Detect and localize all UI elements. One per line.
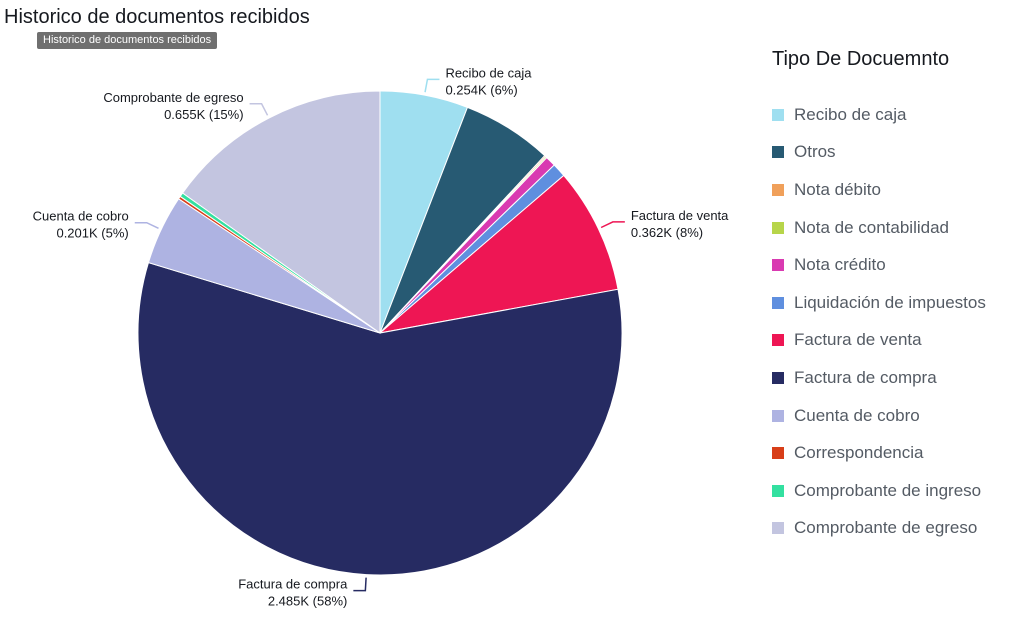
legend-label: Factura de compra (794, 367, 937, 387)
slice-label: Cuenta de cobro (33, 209, 129, 224)
legend-label: Comprobante de egreso (794, 518, 978, 538)
slice-value-label: 0.254K (6%) (445, 82, 517, 97)
legend-swatch (772, 221, 784, 234)
pie-chart: Recibo de caja 0.254K (6%) Factura de vent… (33, 65, 730, 609)
leader-line (249, 103, 269, 116)
legend-swatch (772, 371, 784, 384)
legend-swatch (772, 409, 784, 422)
leader-line (600, 221, 625, 229)
legend-label: Nota débito (794, 179, 881, 199)
legend-item-liquidaci-n-de-impuestos[interactable]: Liquidación de impuestos (772, 284, 1012, 322)
slice-label: Factura de venta (631, 208, 729, 223)
slice-value-label: 2.485K (58%) (268, 594, 348, 609)
pie-slice-factura-de-compra[interactable] (137, 261, 623, 576)
legend-item-recibo-de-caja[interactable]: Recibo de caja (772, 96, 1012, 134)
legend-label: Otros (794, 142, 836, 162)
legend-title: Tipo De Docuemnto (772, 48, 950, 70)
legend-item-correspondencia[interactable]: Correspondencia (772, 434, 1012, 472)
slice-value-label: 0.201K (5%) (56, 226, 128, 241)
legend-item-otros[interactable]: Otros (772, 134, 1012, 172)
legend-item-factura-de-compra[interactable]: Factura de compra (772, 359, 1012, 397)
legend-label: Cuenta de cobro (794, 405, 920, 425)
legend-label: Comprobante de ingreso (794, 480, 982, 500)
slice-label: Recibo de caja (445, 65, 532, 80)
legend-swatch (772, 183, 784, 196)
legend-item-factura-de-venta[interactable]: Factura de venta (772, 322, 1012, 360)
slice-label: Comprobante de egreso (103, 90, 243, 105)
legend: Tipo De Docuemnto Recibo de caja Otros Not… (772, 48, 1012, 547)
legend-swatch (772, 522, 784, 535)
legend-swatch (772, 447, 784, 460)
legend-item-comprobante-de-ingreso[interactable]: Comprobante de ingreso (772, 472, 1012, 510)
legend-swatch (772, 146, 784, 159)
legend-item-nota-cr-dito[interactable]: Nota crédito (772, 246, 1012, 284)
legend-swatch (772, 296, 784, 309)
legend-item-cuenta-de-cobro[interactable]: Cuenta de cobro (772, 397, 1012, 435)
legend-item-comprobante-de-egreso[interactable]: Comprobante de egreso (772, 510, 1012, 548)
legend-swatch (772, 334, 784, 347)
legend-swatch (772, 108, 784, 121)
legend-label: Nota de contabilidad (794, 217, 950, 237)
legend-item-nota-de-contabilidad[interactable]: Nota de contabilidad (772, 209, 1012, 247)
slice-value-label: 0.655K (15%) (164, 107, 244, 122)
leader-line (353, 577, 367, 592)
leader-line (134, 221, 159, 229)
legend-label: Nota crédito (794, 255, 886, 275)
leader-line (424, 78, 440, 93)
legend-label: Liquidación de impuestos (794, 292, 986, 312)
legend-label: Correspondencia (794, 443, 924, 463)
pie-slice-factura-de-venta[interactable] (378, 174, 619, 334)
slice-label: Factura de compra (238, 577, 348, 592)
pie-slice-comprobante-de-egreso[interactable] (181, 90, 381, 334)
legend-label: Recibo de caja (794, 104, 907, 124)
legend-swatch (772, 484, 784, 497)
legend-item-nota-d-bito[interactable]: Nota débito (772, 171, 1012, 209)
slice-value-label: 0.362K (8%) (631, 225, 703, 240)
chart-title: Historico de documentos recibidos (4, 6, 310, 28)
legend-label: Factura de venta (794, 330, 922, 350)
legend-items: Recibo de caja Otros Nota débito Nota de co… (772, 96, 1012, 547)
title-tooltip: Historico de documentos recibidos (37, 32, 218, 49)
legend-swatch (772, 259, 784, 272)
